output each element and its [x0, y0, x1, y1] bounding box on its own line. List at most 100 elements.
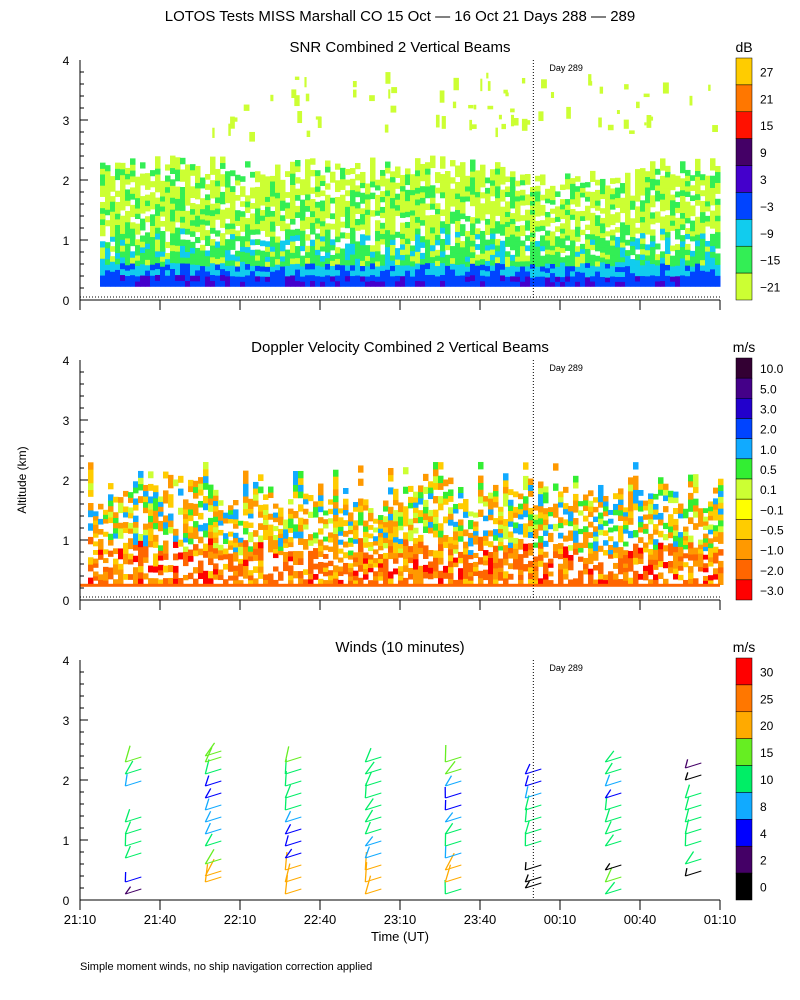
snr-cell: [525, 214, 531, 221]
doppler-cell: [263, 529, 269, 535]
doppler-cell: [618, 568, 624, 575]
snr-cell: [610, 234, 616, 241]
snr-cell: [310, 169, 316, 177]
snr-cell: [245, 195, 251, 202]
snr-cell: [475, 270, 481, 277]
snr-cell: [185, 245, 191, 253]
wind-barb: [445, 876, 462, 883]
snr-cell: [350, 205, 356, 212]
snr-cell: [365, 255, 371, 262]
doppler-cell: [488, 562, 494, 569]
snr-cell: [510, 228, 516, 235]
doppler-cell: [383, 552, 389, 559]
snr-cell: [325, 223, 331, 230]
snr-cell: [675, 228, 681, 235]
snr-cell: [265, 231, 271, 237]
snr-cell: [150, 258, 156, 265]
doppler-cell: [543, 562, 549, 569]
colorbar-label: 15: [760, 746, 774, 760]
snr-cell: [595, 270, 601, 277]
doppler-cell: [213, 573, 219, 580]
snr-cell: [715, 242, 721, 249]
doppler-cell: [538, 517, 544, 525]
wind-barb: [445, 828, 462, 835]
snr-cell: [475, 191, 481, 198]
snr-cell: [645, 218, 651, 225]
snr-cell: [115, 224, 121, 231]
snr-cell: [110, 281, 116, 287]
snr-cell: [540, 174, 546, 181]
doppler-cell: [433, 550, 439, 558]
snr-cell: [510, 260, 516, 266]
doppler-cell: [598, 567, 604, 574]
snr-cell: [150, 241, 156, 249]
snr-cell: [515, 195, 521, 202]
snr-cell: [230, 186, 236, 192]
doppler-cell: [643, 500, 649, 506]
snr-cell: [275, 170, 281, 177]
snr-cell: [655, 259, 661, 266]
snr-cell: [305, 274, 311, 282]
snr-cell: [455, 264, 461, 271]
doppler-cell: [573, 524, 579, 531]
snr-cell: [521, 77, 526, 84]
snr-cell: [140, 224, 146, 231]
snr-cell: [300, 255, 306, 262]
snr-cell: [215, 258, 221, 265]
snr-cell: [580, 253, 586, 259]
doppler-cell: [708, 556, 714, 562]
doppler-cell: [588, 511, 594, 518]
snr-cell: [635, 169, 641, 176]
doppler-cell: [88, 564, 94, 572]
doppler-cell: [638, 537, 644, 544]
doppler-cell: [263, 504, 269, 510]
snr-cell: [260, 225, 266, 231]
snr-cell: [155, 173, 161, 181]
snr-cell: [455, 203, 461, 211]
snr-cell: [380, 196, 386, 203]
snr-cell: [270, 236, 276, 242]
snr-cell: [120, 168, 126, 176]
doppler-cell: [203, 475, 209, 483]
snr-cell: [165, 241, 171, 249]
snr-cell: [580, 248, 586, 254]
snr-cell: [235, 174, 241, 181]
doppler-cell: [203, 543, 209, 551]
colorbar-swatch: [735, 539, 753, 560]
doppler-cell: [668, 514, 674, 521]
snr-cell: [175, 233, 181, 240]
doppler-cell: [658, 542, 664, 550]
snr-cell: [105, 280, 111, 287]
snr-cell: [375, 210, 381, 216]
doppler-cell: [158, 506, 164, 512]
snr-cell: [435, 203, 441, 210]
snr-cell: [220, 221, 226, 228]
snr-cell: [600, 261, 606, 268]
snr-cell: [500, 280, 506, 287]
snr-cell: [420, 197, 426, 204]
snr-cell: [665, 193, 671, 200]
snr-cell: [310, 199, 316, 206]
snr-cell: [125, 216, 131, 223]
snr-cell: [469, 119, 473, 131]
snr-cell: [485, 224, 491, 230]
snr-cell: [560, 237, 566, 244]
snr-cell: [710, 164, 716, 171]
doppler-cell: [208, 571, 214, 579]
doppler-cell: [403, 519, 409, 527]
doppler-cell: [353, 556, 359, 563]
doppler-cell: [283, 561, 289, 567]
snr-cell: [540, 276, 546, 282]
wind-barb: [684, 819, 690, 835]
doppler-cell: [408, 557, 414, 564]
doppler-cell: [233, 532, 239, 539]
doppler-cell: [323, 553, 329, 559]
doppler-cell: [598, 545, 604, 552]
snr-cell: [105, 165, 111, 172]
doppler-cell: [248, 522, 254, 528]
doppler-cell: [648, 518, 654, 525]
wind-barb: [444, 864, 452, 883]
snr-cell: [580, 187, 586, 193]
snr-cell: [115, 173, 121, 181]
snr-cell: [555, 211, 561, 217]
